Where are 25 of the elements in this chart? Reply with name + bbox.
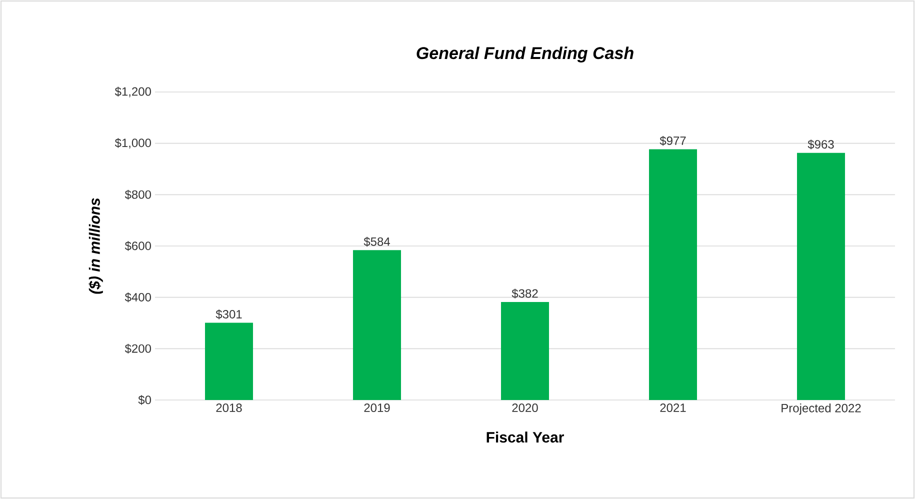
bar xyxy=(501,302,550,400)
bar xyxy=(797,152,846,400)
y-tick-label: $1,000 xyxy=(114,138,152,149)
bar xyxy=(353,250,402,400)
x-tick-label: 2021 xyxy=(660,404,686,412)
y-tick-label: $1,200 xyxy=(114,86,152,98)
data-label: $977 xyxy=(660,136,686,146)
bar xyxy=(205,322,254,400)
x-tick-label: Projected 2022 xyxy=(782,404,861,415)
data-label: $584 xyxy=(364,236,390,247)
x-axis-title: Fiscal Year xyxy=(486,432,564,443)
data-label: $963 xyxy=(808,140,834,150)
y-tick-label: $600 xyxy=(124,241,151,251)
y-tick-label: $800 xyxy=(124,190,151,200)
y-axis-title: ($) in millions xyxy=(88,198,103,294)
x-tick-label: 2018 xyxy=(216,404,242,412)
chart-title: General Fund Ending Cash xyxy=(416,46,634,62)
y-tick-label: $0 xyxy=(138,395,152,405)
data-label: $301 xyxy=(216,310,242,320)
y-tick-label: $400 xyxy=(124,292,151,302)
data-label: $382 xyxy=(512,288,538,298)
y-tick-label: $200 xyxy=(124,344,151,354)
x-tick-label: 2020 xyxy=(512,404,538,412)
x-tick-label: 2019 xyxy=(364,404,390,412)
bar xyxy=(649,149,698,400)
